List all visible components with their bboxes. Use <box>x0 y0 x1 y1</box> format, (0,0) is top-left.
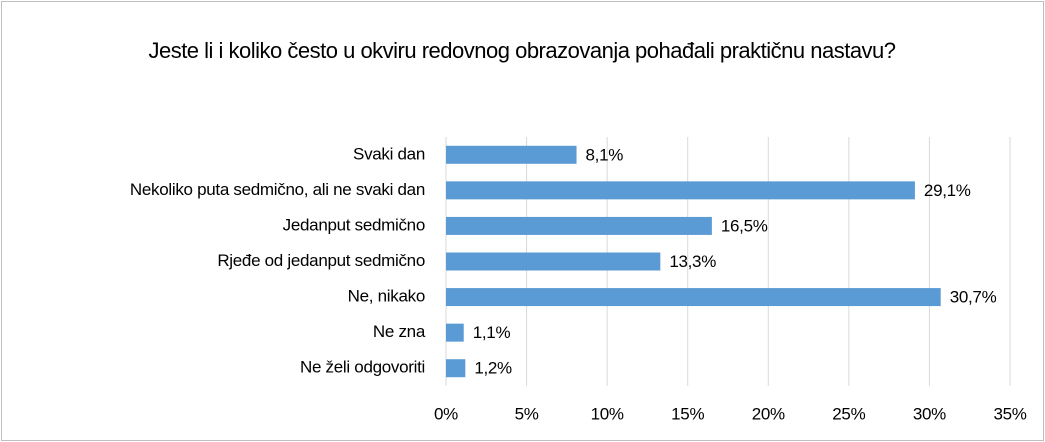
data-label: 1,1% <box>473 323 511 342</box>
x-tick-label: 20% <box>752 404 785 423</box>
data-label: 29,1% <box>924 181 971 200</box>
y-tick-label: Rjeđe od jedanput sedmično <box>217 251 425 270</box>
x-tick-label: 25% <box>832 404 865 423</box>
bar <box>446 252 661 271</box>
data-label: 30,7% <box>950 288 997 307</box>
y-tick-label: Ne zna <box>373 322 426 341</box>
y-tick-label: Svaki dan <box>353 144 425 163</box>
data-label: 8,1% <box>586 145 624 164</box>
x-tick-label: 35% <box>993 404 1026 423</box>
bar <box>446 359 466 378</box>
bar <box>446 216 712 235</box>
y-tick-label: Ne, nikako <box>348 287 425 306</box>
data-label: 16,5% <box>721 216 768 235</box>
data-label: 1,2% <box>474 359 512 378</box>
chart-title: Jeste li i koliko često u okviru redovno… <box>148 38 896 63</box>
x-tick-label: 5% <box>515 404 539 423</box>
y-tick-label: Nekoliko puta sedmično, ali ne svaki dan <box>130 180 425 199</box>
x-tick-label: 15% <box>671 404 704 423</box>
bar <box>446 145 577 164</box>
bar <box>446 323 464 342</box>
bar <box>446 181 915 200</box>
bar <box>446 288 941 307</box>
y-tick-label: Jedanput sedmično <box>283 215 425 234</box>
y-tick-label: Ne želi odgovoriti <box>300 358 425 377</box>
data-label: 13,3% <box>669 252 716 271</box>
x-tick-label: 10% <box>591 404 624 423</box>
x-tick-label: 0% <box>434 404 458 423</box>
x-tick-label: 30% <box>913 404 946 423</box>
